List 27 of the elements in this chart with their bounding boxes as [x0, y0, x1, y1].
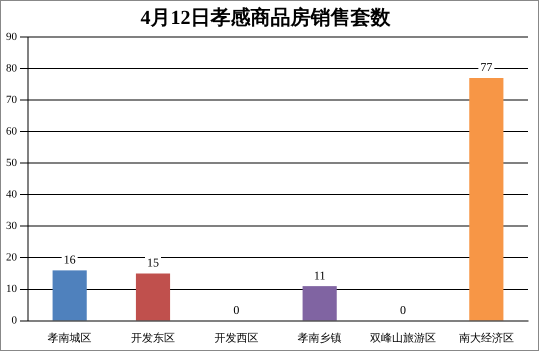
x-tick-label: 孝南城区 [48, 331, 92, 344]
data-label: 0 [233, 302, 240, 317]
x-tick-label: 双峰山旅游区 [370, 331, 436, 344]
bar [469, 78, 504, 320]
x-tick-label: 孝南乡镇 [298, 331, 342, 344]
y-tick-label: 30 [6, 220, 18, 232]
y-tick-label: 70 [6, 94, 18, 106]
x-tick-label: 开发东区 [131, 331, 175, 344]
chart-title: 4月12日孝感商品房销售套数 [140, 6, 392, 30]
data-label: 11 [314, 268, 326, 282]
y-tick-label: 10 [6, 283, 18, 296]
y-tick-label: 40 [6, 188, 18, 201]
x-tick-label: 开发西区 [214, 331, 258, 344]
data-label: 77 [480, 60, 492, 74]
bar [302, 286, 337, 320]
data-label: 0 [400, 302, 406, 317]
bar [136, 274, 170, 320]
x-tick-label: 南大经济区 [458, 331, 514, 344]
y-tick-label: 0 [12, 314, 18, 327]
y-tick-label: 90 [6, 30, 18, 43]
y-tick-label: 60 [6, 125, 18, 138]
data-label: 15 [147, 256, 159, 270]
y-tick-label: 80 [6, 62, 18, 74]
y-tick-label: 50 [6, 157, 18, 170]
data-label: 16 [64, 252, 76, 267]
bar [52, 270, 87, 320]
y-tick-label: 20 [6, 252, 18, 264]
